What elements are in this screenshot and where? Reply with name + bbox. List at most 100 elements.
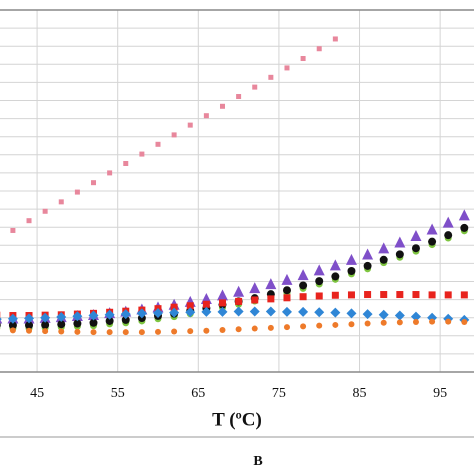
marker xyxy=(297,269,309,281)
marker xyxy=(410,230,422,242)
marker xyxy=(0,322,1,328)
marker xyxy=(139,151,145,157)
marker xyxy=(171,328,178,335)
marker xyxy=(249,306,260,317)
marker xyxy=(364,291,372,299)
marker xyxy=(40,312,51,323)
marker xyxy=(345,253,357,265)
marker xyxy=(329,259,341,271)
marker xyxy=(458,209,470,221)
marker xyxy=(299,281,308,290)
marker xyxy=(394,236,406,248)
marker xyxy=(299,293,307,301)
marker xyxy=(219,103,225,109)
marker xyxy=(412,319,419,326)
marker xyxy=(153,307,163,318)
marker xyxy=(0,319,3,324)
marker xyxy=(252,84,258,90)
marker xyxy=(0,317,2,321)
marker xyxy=(410,311,421,322)
marker xyxy=(445,318,452,325)
marker xyxy=(122,329,129,336)
marker xyxy=(300,323,307,330)
marker xyxy=(267,324,274,331)
marker xyxy=(186,302,194,310)
x-tick-label: 65 xyxy=(191,386,205,401)
marker xyxy=(380,319,387,326)
marker xyxy=(316,322,323,329)
marker xyxy=(412,291,420,299)
marker xyxy=(187,122,193,128)
marker xyxy=(203,113,209,119)
marker xyxy=(265,278,277,290)
marker xyxy=(120,309,131,320)
marker xyxy=(332,36,338,42)
marker xyxy=(330,307,341,318)
marker xyxy=(411,244,420,253)
marker xyxy=(362,309,373,320)
marker xyxy=(460,291,468,299)
marker xyxy=(105,316,114,325)
marker xyxy=(58,199,64,205)
marker xyxy=(24,313,35,324)
marker xyxy=(331,291,339,299)
marker xyxy=(315,292,323,300)
marks xyxy=(0,36,470,336)
marker xyxy=(235,297,243,305)
marker xyxy=(138,329,145,336)
marker xyxy=(315,277,324,286)
marker xyxy=(72,311,83,322)
marker xyxy=(218,299,226,307)
marker xyxy=(42,328,49,335)
marker xyxy=(203,327,210,334)
marker xyxy=(89,318,98,327)
grid xyxy=(0,10,474,372)
marker xyxy=(26,327,33,334)
marker xyxy=(25,321,34,330)
marker xyxy=(187,328,194,335)
marker xyxy=(300,56,306,62)
marker xyxy=(185,307,196,318)
marker xyxy=(90,329,97,336)
marker xyxy=(429,318,436,325)
marker xyxy=(121,315,130,324)
marker xyxy=(56,311,67,322)
marker xyxy=(170,303,178,311)
marker xyxy=(235,326,242,333)
marker xyxy=(283,324,290,331)
marker xyxy=(233,306,244,317)
marker xyxy=(396,291,404,299)
marker xyxy=(91,180,97,186)
marker xyxy=(396,319,403,326)
marker xyxy=(313,264,325,276)
marker xyxy=(346,308,357,319)
marker xyxy=(26,218,32,224)
marker xyxy=(169,307,180,318)
marker xyxy=(42,208,48,214)
x-tick-label: 45 xyxy=(30,386,44,401)
x-tick-label: 75 xyxy=(272,386,286,401)
marker xyxy=(444,291,452,299)
marker xyxy=(9,327,16,334)
marker xyxy=(347,267,356,276)
marker xyxy=(268,74,274,80)
marker xyxy=(347,291,355,299)
marker xyxy=(236,94,242,100)
marker xyxy=(249,282,261,294)
marker xyxy=(460,223,469,232)
marker xyxy=(281,306,292,317)
marker xyxy=(10,227,16,233)
marker xyxy=(395,250,404,259)
marker xyxy=(57,320,66,329)
marker xyxy=(444,231,453,240)
marker xyxy=(461,319,468,326)
marker xyxy=(265,306,276,317)
marker xyxy=(442,216,454,228)
marker xyxy=(41,320,50,329)
marker xyxy=(314,307,325,318)
marker xyxy=(58,328,65,335)
marker xyxy=(155,328,161,335)
marker xyxy=(88,310,99,321)
